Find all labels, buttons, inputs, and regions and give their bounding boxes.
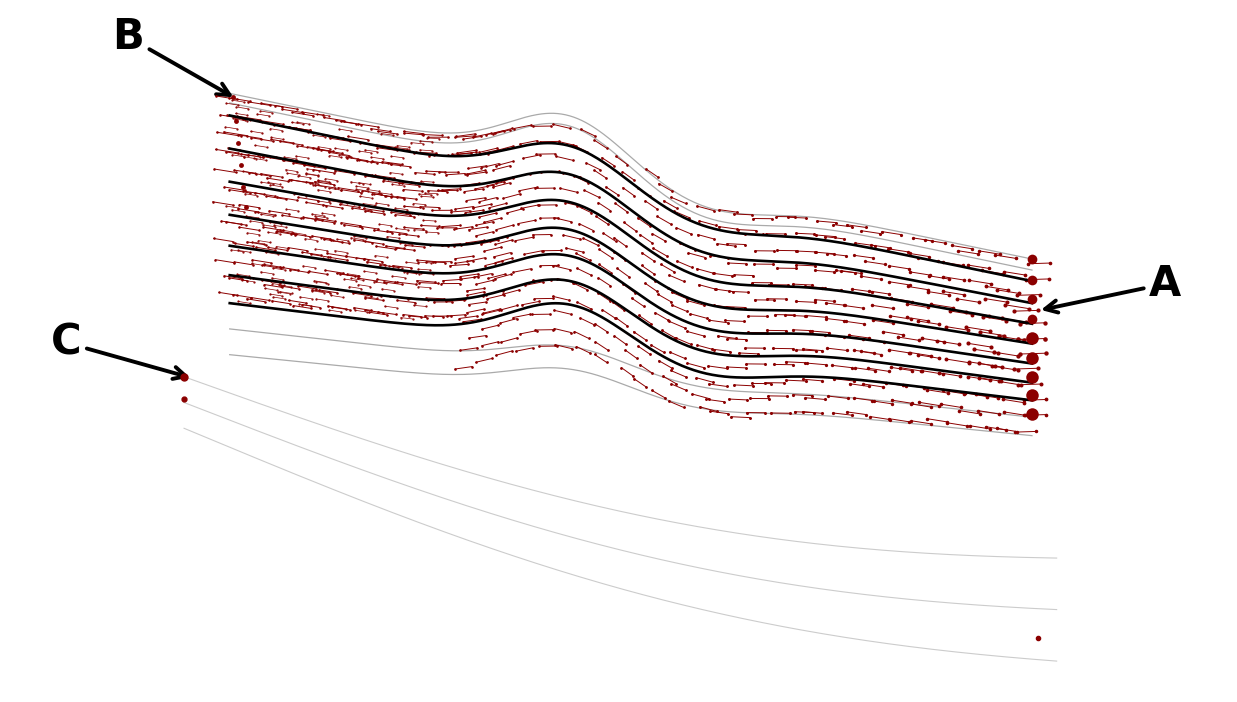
Text: C: C bbox=[51, 322, 186, 379]
Text: A: A bbox=[1045, 263, 1181, 312]
Text: B: B bbox=[113, 16, 230, 95]
